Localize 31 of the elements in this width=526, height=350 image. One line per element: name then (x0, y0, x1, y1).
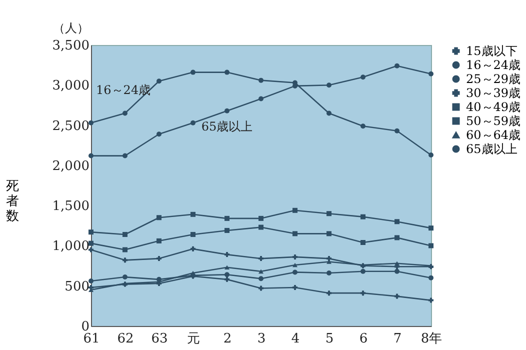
y-tick-label: 500 (64, 279, 90, 294)
legend-label: 60～64歳 (466, 128, 521, 142)
y-tick-label: 3,500 (52, 38, 90, 54)
legend-label: 15歳以下 (466, 44, 518, 58)
y-tick-label: 0 (81, 320, 90, 334)
y-tick-label: 1,500 (52, 199, 90, 214)
x-tick-label: 61 (83, 332, 100, 346)
legend-label: 30～39歳 (466, 86, 521, 100)
x-tick-label: 4 (291, 332, 300, 346)
legend-label: 65歳以上 (466, 142, 518, 156)
x-tick-label: 2 (223, 332, 232, 346)
x-tick-label: 7 (393, 332, 402, 346)
y-tick-label: 2,500 (52, 118, 90, 134)
x-tick-label: 62 (117, 332, 134, 346)
x-tick-label: 6 (359, 332, 368, 346)
annotation: 16～24歳 (96, 82, 151, 97)
y-axis-title: 死者数 (6, 179, 19, 224)
legend-label: 25～29歳 (466, 72, 521, 86)
y-tick-label: 2,000 (52, 158, 90, 174)
x-tick-label: 63 (151, 332, 168, 346)
legend-label: 16～24歳 (466, 58, 521, 72)
x-tick-label: 8年 (420, 332, 442, 346)
x-tick-label: 元 (187, 332, 200, 346)
x-tick-label: 5 (325, 332, 334, 346)
y-tick-label: 3,000 (52, 78, 90, 94)
legend-label: 40～49歳 (466, 100, 521, 114)
text: （人） (53, 21, 89, 35)
annotation: 65歳以上 (201, 119, 253, 134)
x-tick-label: 3 (257, 332, 266, 346)
legend-label: 50～59歳 (466, 114, 521, 128)
y-tick-label: 1,000 (52, 239, 90, 254)
